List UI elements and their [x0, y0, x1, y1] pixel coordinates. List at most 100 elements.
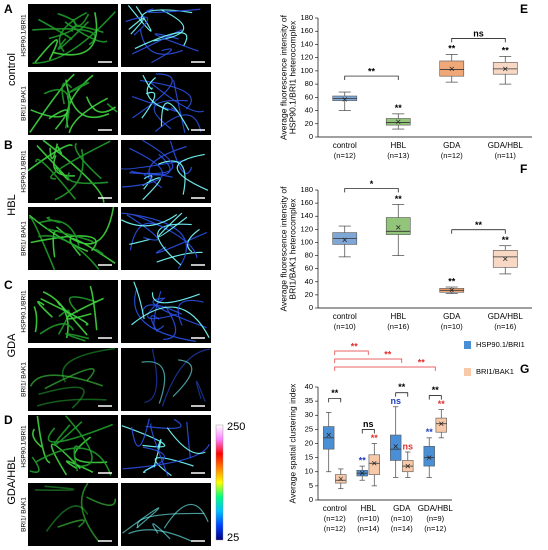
cell-outline	[37, 300, 53, 318]
cell-outline	[58, 11, 88, 53]
cell-outline	[35, 447, 112, 476]
significance-mark: **	[371, 433, 379, 443]
y-axis-label: HSP90.1/BRI1 heterocomplex	[287, 20, 297, 134]
bracket-label: **	[351, 341, 359, 351]
cell-outline	[155, 231, 208, 254]
cell-outline	[32, 28, 96, 46]
cell-outline	[122, 147, 164, 188]
bracket-label: *	[370, 179, 374, 189]
y-tick-label: 20	[305, 119, 313, 128]
significance-mark: ns	[390, 396, 401, 406]
n-label: (n=14)	[357, 524, 379, 533]
panel-letter: D	[4, 413, 13, 427]
cell-outline	[64, 21, 108, 43]
cell-outline	[106, 103, 118, 113]
bracket	[395, 392, 409, 397]
colorbar-min: 25	[227, 532, 239, 544]
y-tick-label: 160	[300, 26, 313, 35]
mean-marker	[359, 470, 365, 476]
cell-outline	[33, 306, 38, 333]
cell-outline	[35, 158, 77, 200]
cell-outline	[45, 505, 89, 532]
cell-outline	[145, 418, 182, 429]
bracket	[361, 429, 375, 434]
bracket-label: **	[432, 385, 440, 395]
box	[390, 434, 402, 461]
mean-marker	[342, 237, 347, 243]
n-label: (n=14)	[391, 524, 413, 533]
significance-mark: **	[395, 194, 403, 204]
cell-outline	[36, 415, 51, 464]
cell-outline	[158, 212, 188, 238]
cell-outline	[36, 145, 70, 181]
cell-outline	[161, 348, 210, 407]
n-label: (n=11)	[495, 151, 517, 160]
cell-outline	[44, 368, 95, 390]
cell-outline	[43, 88, 71, 129]
n-label: (n=9)	[426, 514, 444, 523]
y-tick-label: 180	[300, 13, 313, 22]
bracket	[451, 229, 506, 234]
panel-letter: B	[4, 138, 13, 152]
cell-outline	[142, 74, 153, 90]
x-tick-label: GDA/HBL	[488, 312, 524, 321]
cell-outline	[30, 235, 97, 252]
bracket	[344, 188, 399, 193]
n-label: (n=16)	[387, 322, 409, 331]
cell-outline	[126, 214, 158, 241]
channel-label: HSP90.1/BRI1	[21, 290, 28, 333]
cell-outline	[52, 12, 98, 56]
mean-marker	[396, 225, 401, 230]
bracket	[334, 366, 436, 371]
cell-outline	[50, 140, 111, 180]
bracket-label: **	[368, 66, 376, 76]
y-axis-label: BRI1/BAK1 heterocomplex	[287, 198, 297, 300]
cell-outline	[56, 146, 63, 155]
legend-swatch	[464, 341, 471, 349]
cell-outline	[133, 281, 145, 320]
mean-marker	[405, 463, 411, 469]
cell-outline	[128, 17, 145, 35]
significance-mark: **	[426, 427, 434, 437]
y-tick-label: 140	[300, 211, 313, 220]
y-tick-label: 100	[300, 66, 313, 75]
mean-marker	[338, 476, 344, 482]
x-tick-label: control	[333, 312, 357, 321]
y-tick-label: 0	[309, 495, 313, 504]
cell-outline	[29, 73, 75, 133]
cell-outline	[57, 519, 85, 528]
significance-mark: **	[359, 455, 367, 465]
mean-marker	[503, 256, 508, 262]
cell-outline	[177, 299, 204, 326]
x-tick-label: HBL	[390, 141, 406, 150]
cell-outline	[54, 148, 84, 201]
bracket	[451, 38, 506, 43]
cell-outline	[131, 96, 179, 113]
cell-outline	[121, 425, 166, 448]
n-label: (n=10)	[357, 514, 379, 523]
cell-outline	[133, 287, 197, 342]
x-tick-label: GDA/HBL	[418, 504, 454, 513]
cell-outline	[67, 172, 109, 185]
bracket	[328, 398, 342, 403]
y-tick-label: 80	[305, 251, 313, 260]
y-axis-label: Average fluorescence intensity of	[278, 14, 288, 140]
cell-outline	[50, 443, 81, 476]
mean-marker	[426, 455, 432, 460]
panel-letter: C	[4, 278, 13, 292]
cell-outline	[132, 73, 173, 119]
cell-outline	[149, 81, 205, 113]
cell-outline	[152, 297, 207, 329]
channel-label: HSP90.1/BRI1	[21, 14, 28, 57]
significance-mark: **	[502, 46, 510, 56]
cell-outline	[65, 332, 90, 342]
cell-outline	[85, 96, 117, 114]
micrograph	[121, 207, 211, 270]
y-tick-label: 60	[305, 92, 313, 101]
cell-outline	[141, 91, 156, 119]
cell-outline	[131, 306, 210, 338]
box	[385, 217, 411, 235]
channel-label: BRI1/ BAK1	[21, 86, 28, 121]
cell-outline	[38, 386, 85, 409]
mean-marker	[503, 66, 508, 72]
